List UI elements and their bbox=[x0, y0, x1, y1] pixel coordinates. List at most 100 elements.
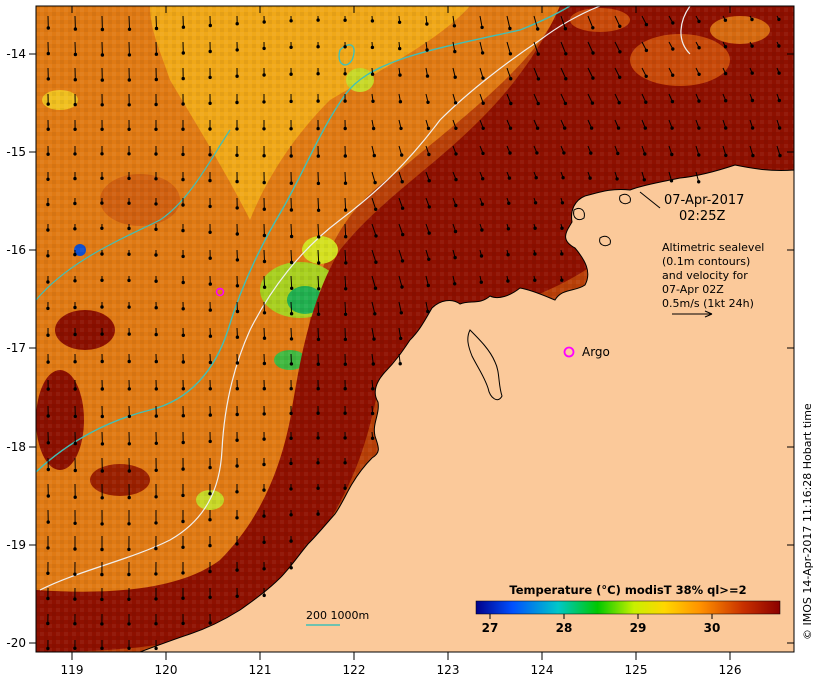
velocity-arrow-head bbox=[181, 307, 185, 311]
velocity-arrow-head bbox=[235, 127, 239, 131]
velocity-arrow-head bbox=[208, 153, 212, 157]
velocity-arrow-head bbox=[316, 126, 320, 131]
velocity-arrow bbox=[317, 301, 320, 315]
velocity-arrow-head bbox=[777, 98, 781, 103]
velocity-arrow-head bbox=[480, 25, 484, 30]
velocity-arrow-head bbox=[370, 72, 375, 76]
velocity-arrow-head bbox=[316, 312, 321, 316]
velocity-arrow-head bbox=[533, 201, 538, 205]
velocity-arrow-head bbox=[100, 387, 105, 391]
velocity-arrow-head bbox=[427, 257, 431, 261]
velocity-arrow-head bbox=[563, 101, 568, 106]
velocity-arrow-head bbox=[73, 387, 77, 391]
velocity-arrow-head bbox=[289, 387, 293, 391]
velocity-arrow-head bbox=[73, 152, 77, 156]
velocity-arrow-head bbox=[100, 572, 104, 577]
velocity-arrow-head bbox=[73, 201, 77, 206]
velocity-arrow-head bbox=[343, 99, 347, 103]
velocity-arrow-head bbox=[235, 100, 239, 105]
velocity-arrow-head bbox=[453, 75, 457, 79]
velocity-arrow-head bbox=[454, 126, 458, 131]
velocity-arrow-head bbox=[262, 437, 266, 441]
colorbar-tick-label: 30 bbox=[704, 621, 721, 635]
velocity-arrow-head bbox=[507, 176, 512, 180]
velocity-arrow-head bbox=[154, 177, 158, 181]
velocity-arrow-head bbox=[154, 495, 158, 499]
velocity-arrow bbox=[398, 223, 404, 235]
velocity-arrow-head bbox=[343, 72, 347, 76]
velocity-arrow bbox=[263, 249, 265, 262]
velocity-arrow-head bbox=[181, 440, 185, 445]
velocity-arrow-head bbox=[316, 486, 320, 490]
velocity-arrow-head bbox=[343, 411, 347, 415]
velocity-arrow bbox=[506, 41, 511, 54]
credit-text: © IMOS 14-Apr-2017 11:16:28 Hobart time bbox=[801, 403, 814, 640]
velocity-arrow-head bbox=[453, 49, 457, 54]
velocity-arrow-head bbox=[289, 208, 294, 212]
velocity-arrow-head bbox=[343, 337, 348, 342]
velocity-arrow-head bbox=[374, 234, 378, 238]
velocity-arrow-head bbox=[100, 103, 104, 107]
velocity-arrow-head bbox=[100, 226, 104, 231]
velocity-arrow-head bbox=[317, 287, 321, 291]
velocity-arrow-head bbox=[262, 311, 267, 315]
velocity-arrow-head bbox=[508, 26, 512, 31]
colorbar bbox=[475, 600, 781, 615]
velocity-arrow-head bbox=[46, 254, 50, 258]
velocity-arrow-head bbox=[73, 547, 77, 551]
velocity-arrow-head bbox=[154, 521, 158, 525]
velocity-arrow-head bbox=[46, 467, 50, 472]
velocity-arrow-head bbox=[46, 51, 50, 56]
plot-frame bbox=[35, 5, 795, 653]
velocity-arrow bbox=[479, 67, 484, 79]
velocity-arrow-head bbox=[536, 27, 540, 31]
velocity-arrow-head bbox=[154, 646, 158, 651]
velocity-arrow-head bbox=[262, 336, 267, 340]
velocity-arrow-head bbox=[181, 102, 185, 106]
velocity-arrow-head bbox=[235, 206, 239, 210]
velocity-arrow-head bbox=[46, 571, 50, 575]
velocity-arrow-head bbox=[127, 53, 132, 57]
velocity-arrow bbox=[533, 41, 539, 55]
velocity-arrow-head bbox=[372, 153, 376, 158]
velocity-arrow-head bbox=[235, 594, 239, 598]
velocity-arrow-head bbox=[100, 597, 104, 602]
velocity-arrow-head bbox=[262, 462, 266, 467]
velocity-arrow-head bbox=[316, 154, 320, 158]
velocity-arrow-head bbox=[750, 17, 754, 22]
y-tick-label: -15 bbox=[6, 145, 26, 159]
velocity-arrow-head bbox=[262, 127, 266, 131]
velocity-arrow-head bbox=[262, 20, 266, 24]
x-tick-label: 120 bbox=[155, 663, 178, 677]
velocity-arrow-head bbox=[370, 436, 375, 440]
velocity-arrow bbox=[533, 93, 539, 104]
velocity-arrow-head bbox=[671, 21, 675, 25]
velocity-arrow-head bbox=[235, 490, 239, 494]
velocity-arrow-head bbox=[73, 102, 77, 107]
velocity-arrow-head bbox=[373, 312, 377, 316]
velocity-arrow-head bbox=[154, 468, 158, 472]
velocity-arrow-head bbox=[343, 436, 347, 440]
velocity-arrow-head bbox=[208, 595, 212, 599]
velocity-arrow-head bbox=[100, 201, 104, 205]
velocity-arrow bbox=[290, 327, 292, 339]
velocity-arrow-head bbox=[208, 387, 213, 391]
velocity-arrow-head bbox=[208, 178, 212, 183]
velocity-arrow-head bbox=[100, 78, 105, 82]
velocity-arrow bbox=[317, 327, 319, 340]
velocity-arrow-head bbox=[343, 126, 347, 131]
velocity-arrow-head bbox=[127, 278, 131, 283]
velocity-arrow-head bbox=[560, 278, 564, 282]
velocity-arrow-head bbox=[401, 232, 405, 237]
velocity-arrow-head bbox=[480, 51, 485, 55]
velocity-arrow-head bbox=[453, 255, 457, 260]
velocity-arrow-head bbox=[750, 98, 755, 103]
velocity-arrow-head bbox=[316, 436, 320, 440]
velocity-arrow bbox=[587, 67, 594, 79]
x-axis bbox=[71, 6, 731, 660]
velocity-arrow bbox=[398, 301, 402, 313]
velocity-arrow-head bbox=[616, 151, 620, 156]
velocity-arrow-head bbox=[399, 311, 403, 315]
velocity-arrow-head bbox=[127, 78, 132, 82]
velocity-arrow-head bbox=[154, 414, 159, 418]
